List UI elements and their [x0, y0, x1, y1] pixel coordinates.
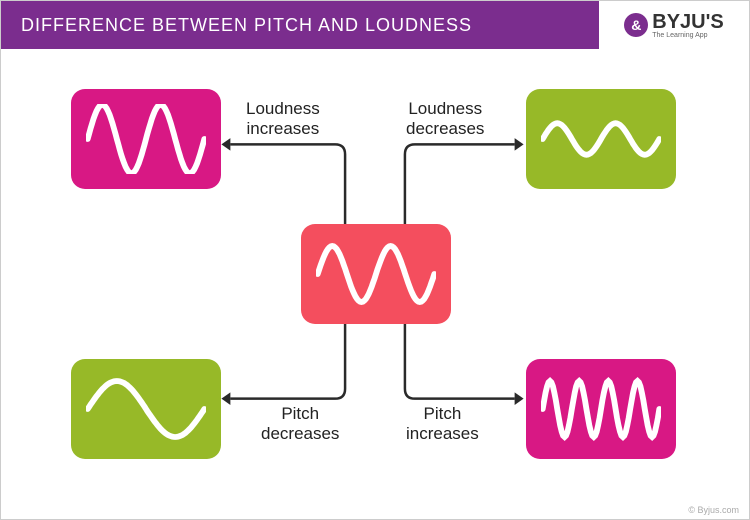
wave-box-loud_increase: [71, 89, 221, 189]
copyright: © Byjus.com: [688, 505, 739, 515]
logo: & BYJU'S The Learning App: [599, 1, 749, 49]
arrowhead-to_loud_inc: [221, 138, 230, 151]
logo-main-text: BYJU'S: [652, 12, 723, 32]
wave-loud_increase: [86, 104, 206, 174]
arrowhead-to_pitch_dec: [221, 392, 230, 405]
wave-box-pitch_increase: [526, 359, 676, 459]
arrowhead-to_loud_dec: [515, 138, 524, 151]
page-title: DIFFERENCE BETWEEN PITCH AND LOUDNESS: [1, 1, 599, 49]
wave-pitch_increase: [541, 374, 661, 444]
header: DIFFERENCE BETWEEN PITCH AND LOUDNESS & …: [1, 1, 749, 49]
arrowhead-to_pitch_inc: [515, 392, 524, 405]
wave-pitch_decrease: [86, 374, 206, 444]
label-pitch_decrease: Pitchdecreases: [261, 404, 339, 445]
arrow-to_pitch_inc: [405, 324, 515, 399]
logo-text-stack: BYJU'S The Learning App: [652, 12, 723, 39]
wave-loud_decrease: [541, 104, 661, 174]
diagram-canvas: Loudnessincreases Loudnessdecreases Pitchd…: [1, 49, 749, 499]
wave-center: [316, 239, 436, 309]
arrow-to_pitch_dec: [230, 324, 345, 399]
logo-icon: &: [624, 13, 648, 37]
label-loud_increase: Loudnessincreases: [246, 99, 320, 140]
wave-box-center: [301, 224, 451, 324]
arrow-to_loud_dec: [405, 144, 515, 224]
arrow-to_loud_inc: [230, 144, 345, 224]
label-pitch_increase: Pitchincreases: [406, 404, 479, 445]
wave-box-pitch_decrease: [71, 359, 221, 459]
label-loud_decrease: Loudnessdecreases: [406, 99, 484, 140]
wave-box-loud_decrease: [526, 89, 676, 189]
logo-sub-text: The Learning App: [652, 32, 723, 39]
